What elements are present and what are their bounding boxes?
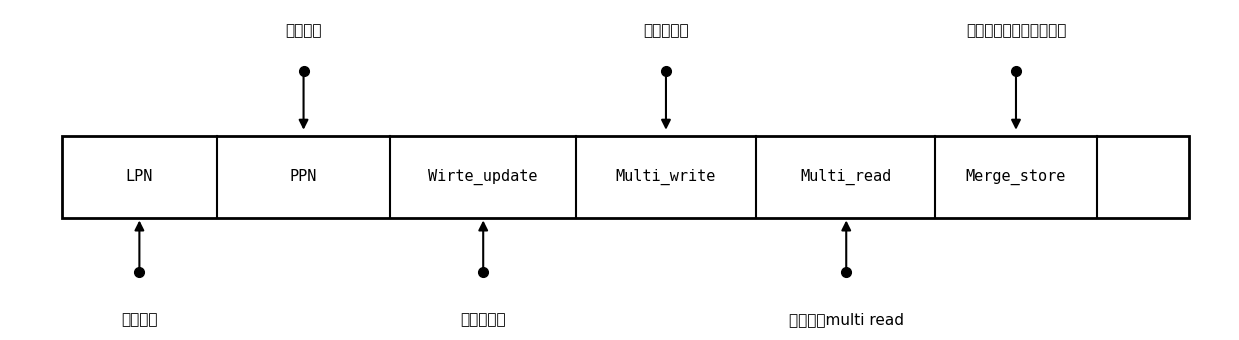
Bar <box>62 136 1189 218</box>
Text: Multi_write: Multi_write <box>616 169 716 185</box>
Text: LPN: LPN <box>125 169 154 184</box>
Text: 是否合并写: 是否合并写 <box>643 23 689 38</box>
Text: 是否需要multi read: 是否需要multi read <box>789 312 903 327</box>
Text: 对应合并页映射模块索引: 对应合并页映射模块索引 <box>965 23 1067 38</box>
Text: Multi_read: Multi_read <box>800 169 891 185</box>
Text: 逻辑页号: 逻辑页号 <box>121 312 157 327</box>
Text: Wirte_update: Wirte_update <box>429 169 538 185</box>
Text: 是否写更新: 是否写更新 <box>461 312 506 327</box>
Text: Merge_store: Merge_store <box>965 169 1067 185</box>
Text: PPN: PPN <box>290 169 317 184</box>
Text: 物理页号: 物理页号 <box>285 23 322 38</box>
